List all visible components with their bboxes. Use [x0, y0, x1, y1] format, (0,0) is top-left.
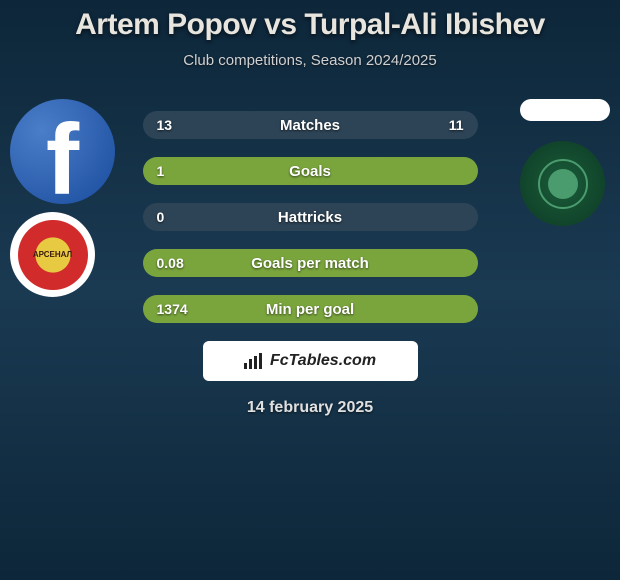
footer-brand-text: FcTables.com: [270, 352, 376, 370]
header: Artem Popov vs Turpal-Ali Ibishev Club c…: [0, 0, 620, 69]
stat-label: Min per goal: [207, 301, 414, 318]
player-right: [520, 99, 610, 226]
stat-row: 13Matches11: [143, 111, 478, 139]
club-badge-right-ring: [538, 159, 588, 209]
player-pill-right: [520, 99, 610, 121]
stat-label: Goals per match: [207, 255, 414, 272]
stat-value-left: 0: [157, 209, 207, 225]
stat-row: 0.08Goals per match: [143, 249, 478, 277]
club-badge-right-core: [548, 169, 578, 199]
stat-row: 1374Min per goal: [143, 295, 478, 323]
stat-value-left: 0.08: [157, 255, 207, 271]
club-badge-left-inner: АРСЕНАЛ: [18, 220, 88, 290]
club-badge-left-text: АРСЕНАЛ: [33, 251, 72, 259]
subtitle: Club competitions, Season 2024/2025: [0, 52, 620, 69]
stat-value-left: 13: [157, 117, 207, 133]
content: АРСЕНАЛ 13Matches111Goals0Hattricks0.08G…: [0, 99, 620, 323]
footer-brand: FcTables.com: [203, 341, 418, 381]
club-badge-left: АРСЕНАЛ: [10, 212, 95, 297]
footer-date: 14 february 2025: [0, 399, 620, 417]
title: Artem Popov vs Turpal-Ali Ibishev: [0, 8, 620, 42]
stat-label: Goals: [207, 163, 414, 180]
stat-label: Matches: [207, 117, 414, 134]
player-avatar-left: [10, 99, 115, 204]
chart-icon: [244, 353, 264, 369]
stat-value-right: 11: [414, 117, 464, 133]
stat-label: Hattricks: [207, 209, 414, 226]
club-badge-right: [520, 141, 605, 226]
stat-row: 0Hattricks: [143, 203, 478, 231]
player-left: АРСЕНАЛ: [10, 99, 115, 297]
stat-value-left: 1: [157, 163, 207, 179]
stat-value-left: 1374: [157, 301, 207, 317]
stat-row: 1Goals: [143, 157, 478, 185]
stats-list: 13Matches111Goals0Hattricks0.08Goals per…: [143, 99, 478, 323]
